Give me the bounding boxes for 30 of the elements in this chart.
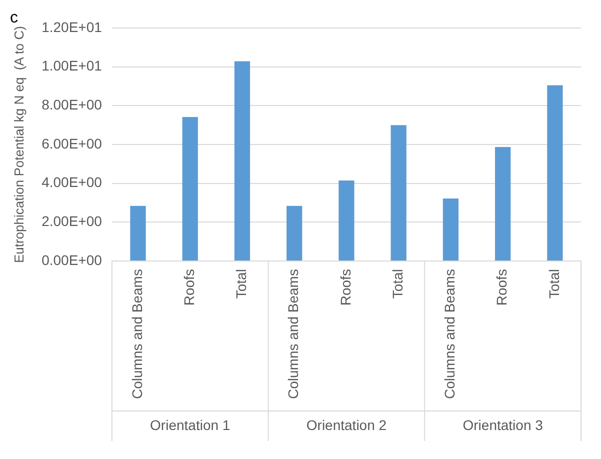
y-tick-label: 1.20E+01 — [42, 18, 102, 35]
bar — [182, 116, 198, 261]
x-tick-label: Roofs — [494, 269, 510, 306]
x-tick-label: Columns and Beams — [442, 269, 458, 399]
x-tick-label: Columns and Beams — [128, 269, 145, 399]
y-tick-label: 1.00E+01 — [42, 58, 102, 74]
bar — [234, 61, 250, 261]
text: Orientation 2 — [306, 416, 387, 433]
y-tick-label: 8.00E+00 — [42, 96, 102, 113]
y-tick-label: 6.00E+00 — [42, 135, 102, 152]
chart-title: c — [10, 9, 18, 26]
x-tick-label: Total — [546, 269, 562, 299]
bar — [390, 125, 406, 261]
x-tick-label: Columns and Beams — [285, 269, 302, 399]
x-tick-label: Roofs — [337, 269, 354, 306]
text: Orientation 3 — [462, 416, 544, 433]
y-axis-title: Eutrophication Potential kg N eq (A to C) — [11, 26, 26, 264]
bar — [338, 180, 354, 261]
x-tick-label: Total — [389, 269, 406, 299]
y-tick-label: 0.00E+00 — [42, 252, 102, 268]
x-tick-label: Total — [233, 269, 250, 299]
bar — [442, 198, 459, 261]
y-tick-label: 2.00E+00 — [42, 213, 102, 230]
bar — [547, 85, 563, 261]
bar — [286, 206, 302, 261]
text: Orientation 1 — [150, 416, 230, 433]
bar — [495, 147, 511, 261]
bar — [130, 206, 146, 261]
y-tick-label: 4.00E+00 — [42, 174, 102, 190]
x-tick-label: Roofs — [180, 269, 197, 306]
